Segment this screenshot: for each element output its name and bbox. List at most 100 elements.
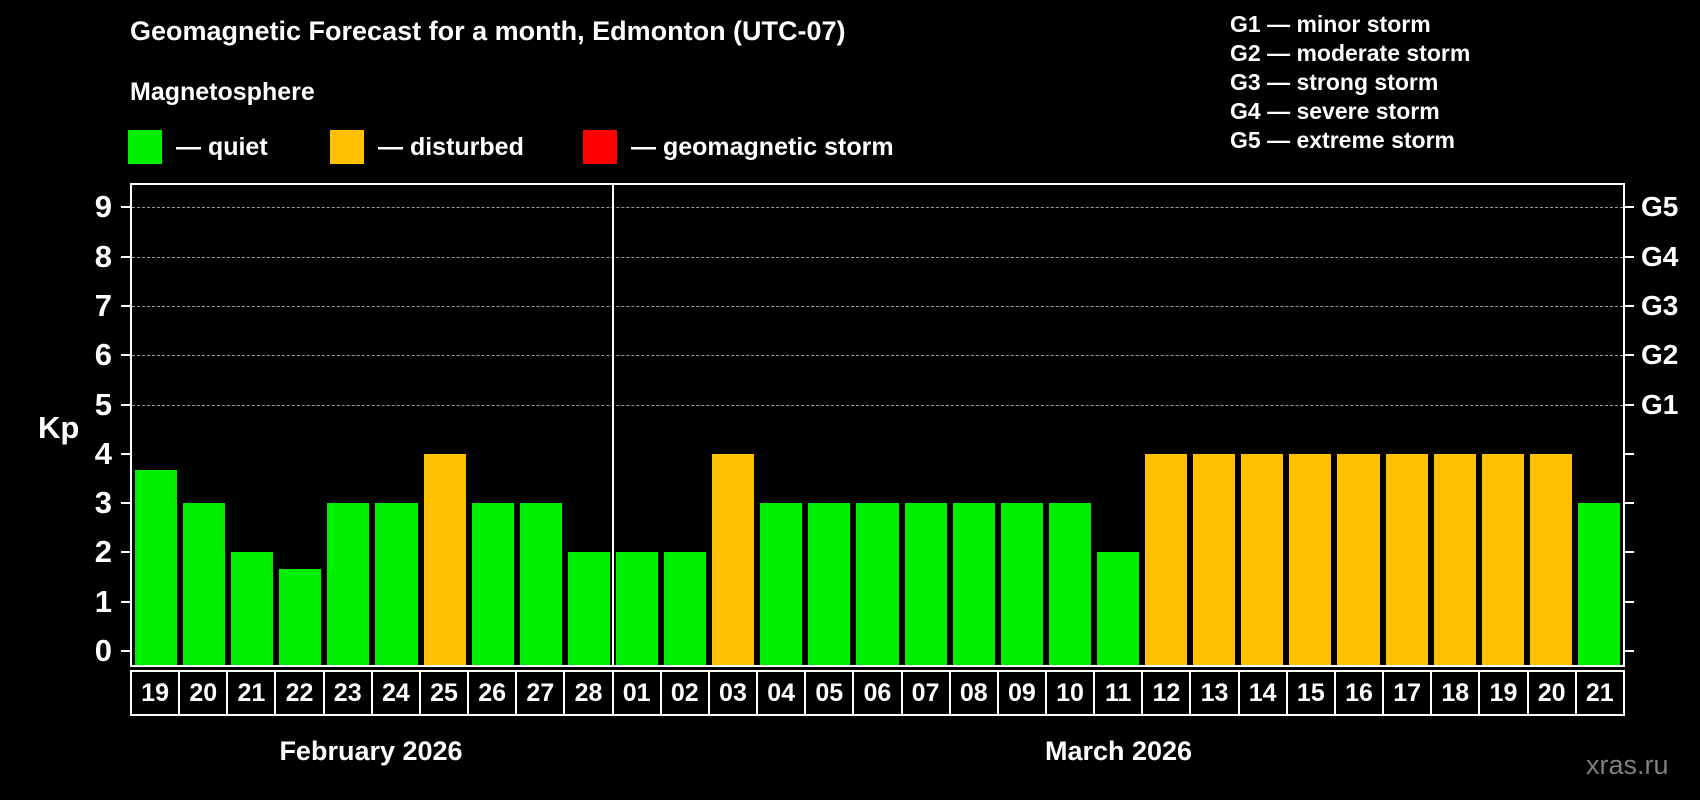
day-label-cell: 17	[1382, 670, 1433, 716]
y-axis-tick-left	[121, 206, 130, 209]
y-tick-label: 2	[94, 534, 112, 570]
y-tick-label: 8	[94, 238, 112, 274]
y-axis-tick-left	[121, 354, 130, 357]
y-axis-tick-left	[121, 502, 130, 505]
g-scale-legend: G1 — minor storm G2 — moderate storm G3 …	[1230, 10, 1470, 155]
day-label-cell: 05	[804, 670, 855, 716]
day-label-cell: 12	[1141, 670, 1192, 716]
kp-bar-day-27	[519, 503, 562, 665]
kp-bar-day-15	[1289, 453, 1332, 665]
kp-bar-day-13	[1193, 453, 1236, 665]
day-label-cell: 06	[852, 670, 903, 716]
legend-label-storm: — geomagnetic storm	[631, 132, 894, 161]
y-axis-tick-right	[1625, 502, 1634, 505]
y-axis-tick-right	[1625, 452, 1634, 455]
kp-bar-day-20	[183, 503, 226, 665]
y-axis-tick-left	[121, 600, 130, 603]
y-tick-label: 6	[94, 337, 112, 373]
kp-bar-day-19	[135, 470, 178, 665]
y-axis-tick-right	[1625, 354, 1634, 357]
kp-bar-day-20	[1529, 453, 1572, 665]
y-axis-tick-left	[121, 403, 130, 406]
day-label-cell: 10	[1044, 670, 1096, 716]
day-label-cell: 26	[467, 670, 518, 716]
kp-bar-day-17	[1385, 453, 1428, 665]
chart-title: Geomagnetic Forecast for a month, Edmont…	[130, 16, 846, 46]
gridline-kp-6	[132, 355, 1623, 357]
month-separator	[611, 185, 614, 665]
plot-area	[130, 183, 1625, 667]
g-legend-line: G4 — severe storm	[1230, 98, 1440, 124]
gridline-kp-7	[132, 305, 1623, 307]
kp-bar-day-02	[664, 552, 707, 665]
kp-bar-day-01	[615, 552, 659, 665]
kp-bar-day-19	[1481, 453, 1524, 665]
legend-item-storm: — geomagnetic storm	[583, 130, 894, 164]
legend-label-quiet: — quiet	[176, 132, 268, 161]
kp-bar-day-22	[279, 568, 322, 665]
day-label-cell: 08	[948, 670, 999, 716]
g-level-label-g2: G2	[1641, 339, 1679, 371]
day-label-cell: 16	[1333, 670, 1385, 716]
kp-bar-day-12	[1145, 453, 1188, 665]
kp-bar-day-11	[1096, 552, 1140, 665]
day-label-cell: 18	[1430, 670, 1481, 716]
day-label-cell: 19	[130, 670, 181, 716]
gridline-kp-8	[132, 256, 1623, 258]
y-tick-label: 0	[94, 633, 112, 668]
kp-bar-day-07	[904, 503, 947, 665]
day-label-cell: 02	[659, 670, 710, 716]
day-label-cell: 13	[1189, 670, 1240, 716]
kp-bar-day-09	[1000, 503, 1043, 665]
disturbed-swatch-icon	[330, 130, 364, 164]
legend-item-quiet: — quiet	[128, 130, 268, 164]
day-label-cell: 20	[1526, 670, 1577, 716]
y-tick-label: 9	[94, 189, 112, 225]
y-axis-tick-right	[1625, 650, 1634, 652]
y-tick-label: 1	[94, 583, 112, 619]
day-label-cell: 22	[274, 670, 325, 716]
g-legend-line: G3 — strong storm	[1230, 69, 1439, 95]
y-tick-label: 4	[94, 435, 112, 471]
day-label-cell: 07	[900, 670, 951, 716]
day-label-cell: 24	[370, 670, 421, 716]
day-label-cell: 09	[996, 670, 1047, 716]
y-axis-tick-right	[1625, 304, 1634, 307]
kp-bar-day-23	[327, 503, 370, 665]
kp-bar-day-03	[712, 453, 755, 665]
y-axis-tick-left	[121, 452, 130, 455]
y-axis-tick-right	[1625, 551, 1634, 554]
y-axis-tick-right	[1625, 255, 1634, 258]
day-label-cell: 11	[1093, 670, 1144, 716]
legend-item-disturbed: — disturbed	[330, 130, 524, 164]
y-axis-title: Kp	[38, 410, 80, 445]
month-label-march: March 2026	[1044, 736, 1193, 766]
day-label-cell: 01	[611, 670, 662, 716]
y-tick-label: 5	[94, 386, 112, 422]
kp-bar-day-06	[856, 503, 899, 665]
day-label-cell: 19	[1478, 670, 1529, 716]
y-axis-tick-right	[1625, 403, 1634, 406]
y-axis-tick-right	[1625, 206, 1634, 209]
day-label-cell: 21	[226, 670, 277, 716]
y-axis-tick-left	[121, 551, 130, 554]
kp-bar-day-18	[1433, 453, 1476, 665]
day-label-cell: 14	[1237, 670, 1288, 716]
y-tick-label: 3	[94, 485, 112, 521]
kp-bar-day-21	[231, 552, 274, 665]
y-axis-tick-left	[121, 304, 130, 307]
kp-bar-day-10	[1048, 503, 1091, 665]
g-legend-line: G1 — minor storm	[1230, 11, 1431, 37]
day-label-cell: 23	[322, 670, 373, 716]
quiet-swatch-icon	[128, 130, 162, 164]
chart-subtitle: Magnetosphere	[130, 78, 315, 106]
day-label-cell: 21	[1574, 670, 1625, 716]
storm-swatch-icon	[583, 130, 617, 164]
kp-bar-day-24	[375, 503, 418, 665]
y-axis-tick-left	[121, 255, 130, 258]
kp-bar-day-28	[567, 552, 610, 665]
day-axis-row: 19 20 21 22 23 24 25 26 27 28 01 02 03 04 05 06 07 08 09 10…	[130, 670, 1625, 716]
kp-bar-day-14	[1241, 453, 1284, 665]
kp-bar-day-16	[1337, 453, 1380, 665]
